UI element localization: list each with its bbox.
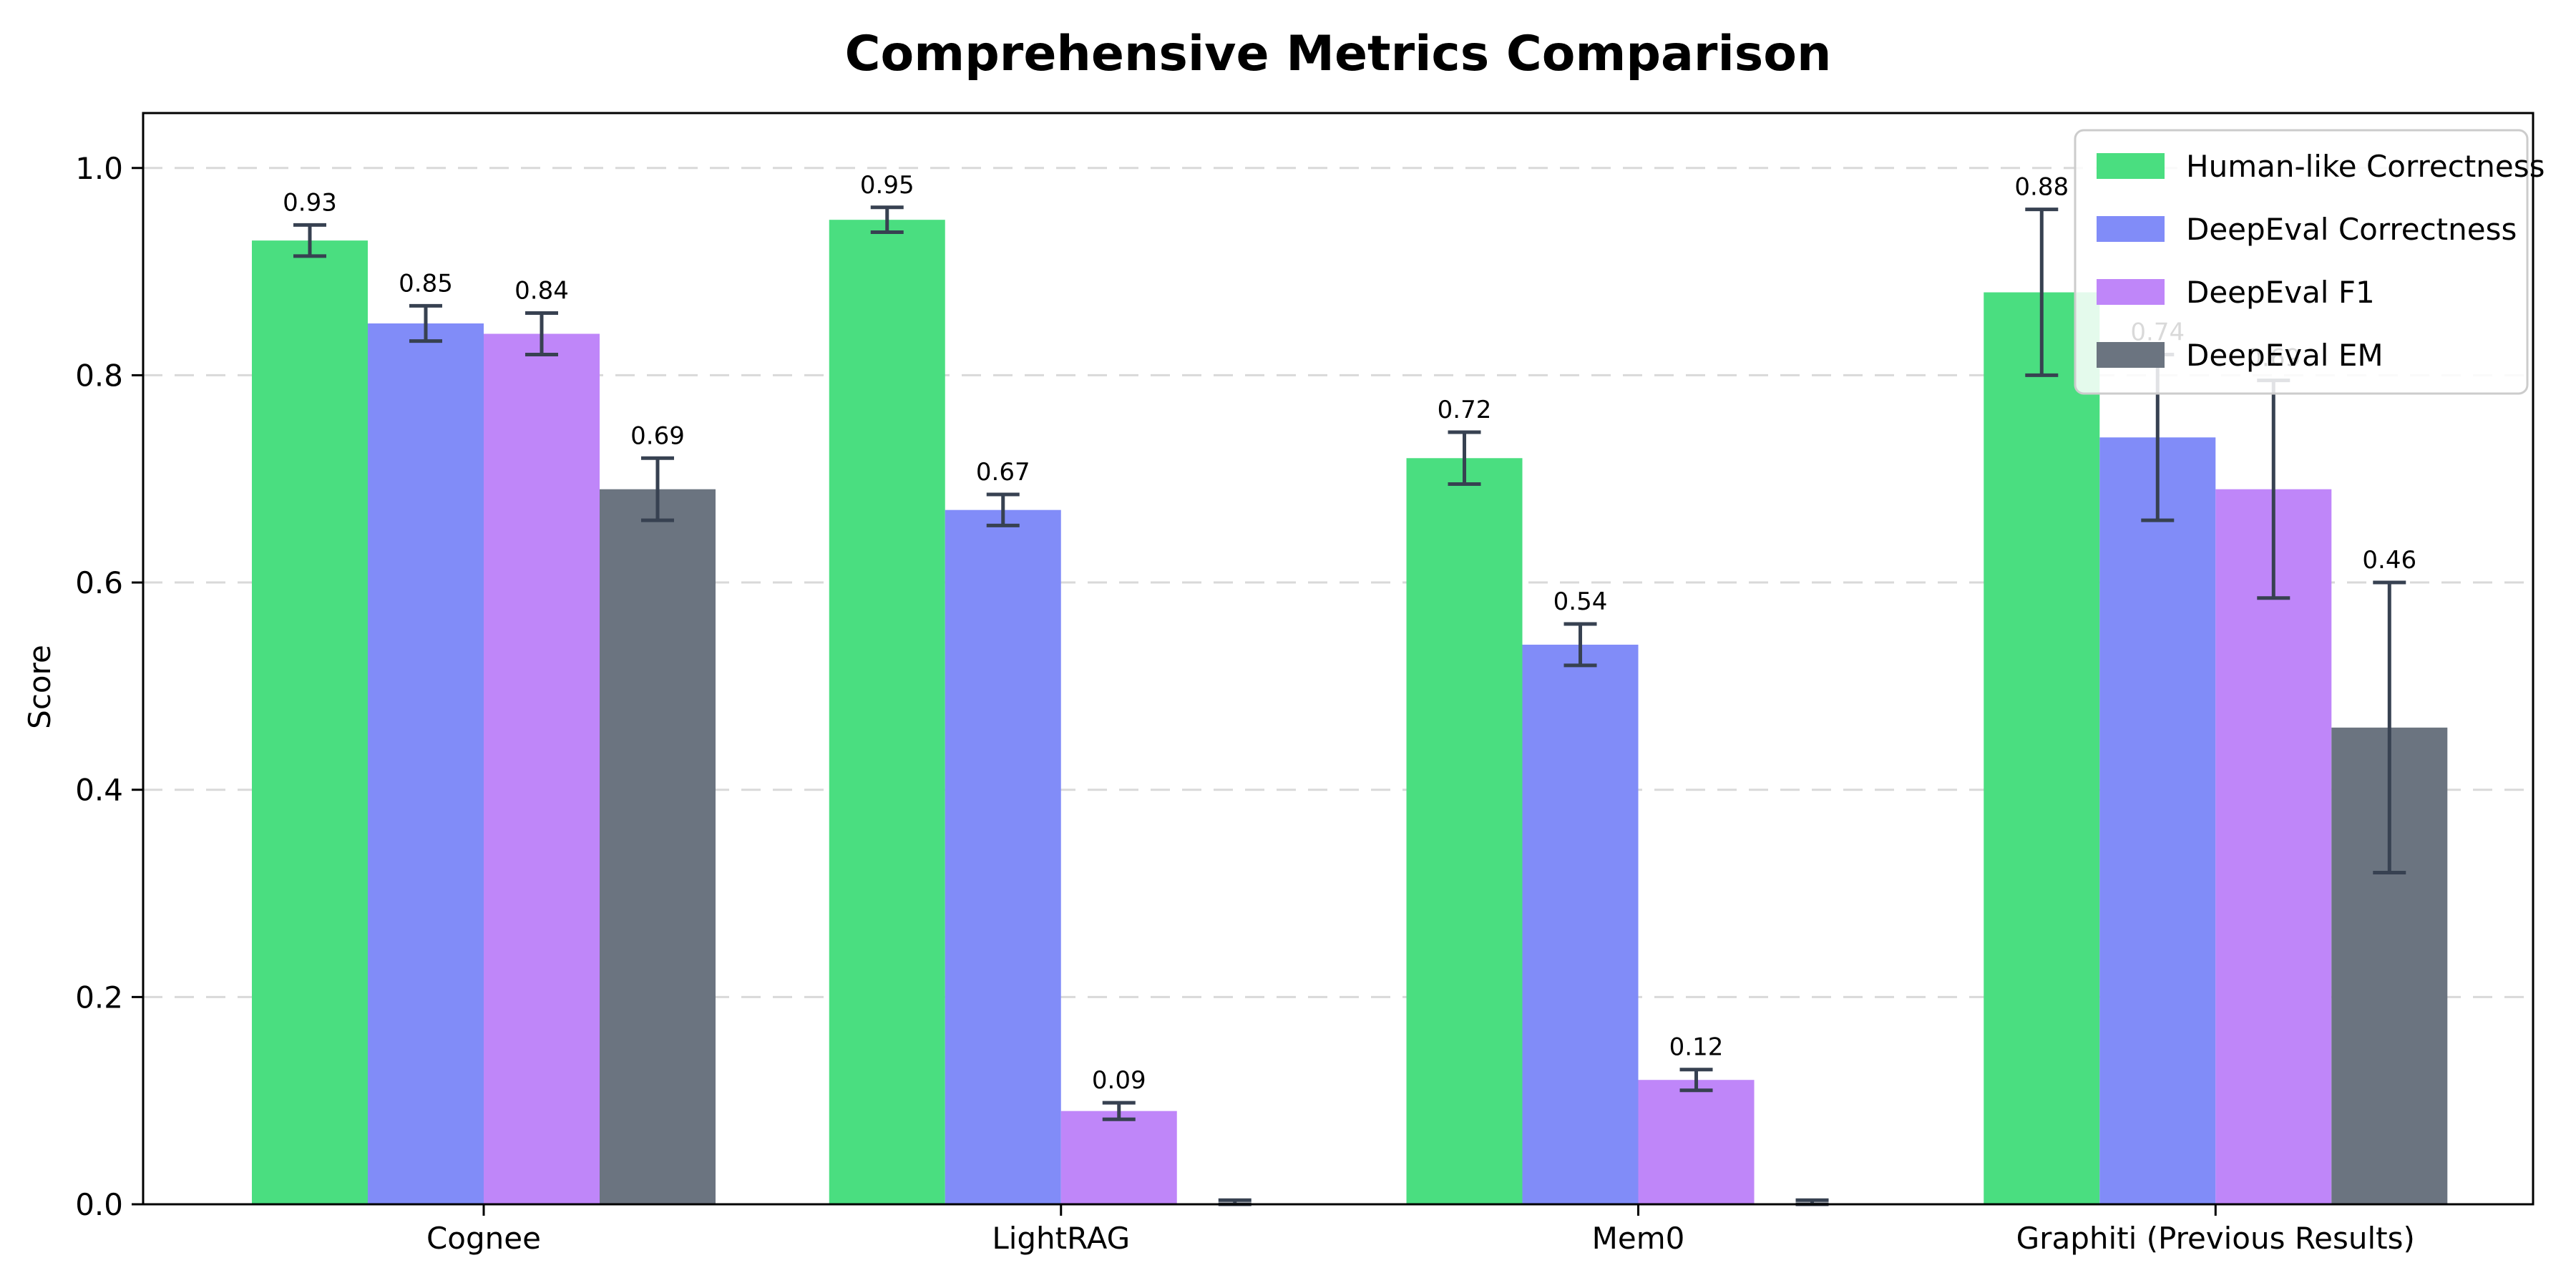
bar	[1060, 1111, 1177, 1204]
legend: Human-like Correctness DeepEval Correctne…	[2074, 129, 2545, 395]
bar	[483, 333, 600, 1204]
axis-layer: 0.0 0.2 0.4 0.6 0.8 1.0 Cognee LightRAG Mem0 Grap…	[75, 112, 2534, 1256]
legend-swatch	[2097, 153, 2165, 179]
y-tick-label: 0.4	[75, 773, 123, 808]
value-label: 0.54	[1553, 587, 1608, 616]
value-label: 0.12	[1669, 1033, 1724, 1062]
bar	[367, 323, 484, 1204]
plot-border	[142, 112, 2534, 1206]
bar	[2099, 437, 2216, 1205]
bar	[829, 220, 945, 1204]
bar	[1406, 458, 1523, 1205]
value-label: 0.72	[1438, 396, 1492, 424]
legend-swatch	[2097, 279, 2165, 305]
x-tick-label: LightRAG	[992, 1221, 1130, 1256]
bar	[1522, 644, 1639, 1204]
x-tick-label: Cognee	[426, 1221, 541, 1256]
value-label: 0.84	[514, 277, 569, 306]
bar	[1984, 292, 2100, 1205]
bar	[251, 240, 368, 1204]
value-label: 0.93	[283, 188, 337, 217]
y-tick-label: 0.8	[75, 358, 123, 393]
legend-item-label: Human-like Correctness	[2186, 149, 2545, 184]
value-label: 0.46	[2362, 546, 2416, 575]
y-tick-label: 0.2	[75, 980, 123, 1015]
bar	[2215, 489, 2332, 1204]
legend-item-label: DeepEval EM	[2186, 338, 2384, 373]
value-label: 0.95	[860, 171, 914, 200]
y-tick-label: 0.0	[75, 1187, 123, 1222]
bar-layer	[251, 220, 2448, 1205]
legend-swatch	[2097, 342, 2165, 368]
x-tick-label: Graphiti (Previous Results)	[2016, 1221, 2415, 1256]
bar	[945, 509, 1061, 1204]
x-tick-label: Mem0	[1592, 1221, 1685, 1256]
legend-box	[2074, 129, 2529, 395]
value-label: 0.85	[399, 269, 453, 298]
legend-item-label: DeepEval Correctness	[2186, 212, 2517, 247]
value-label: 0.09	[1092, 1066, 1146, 1095]
bar	[1638, 1080, 1755, 1204]
legend-swatch	[2097, 216, 2165, 242]
y-tick-label: 0.6	[75, 565, 123, 600]
y-axis-label: Score	[22, 645, 57, 729]
bar	[599, 489, 716, 1204]
value-label: 0.67	[976, 458, 1030, 487]
value-label: 0.88	[2014, 173, 2069, 202]
value-label: 0.69	[630, 421, 685, 450]
legend-item-label: DeepEval F1	[2186, 275, 2375, 310]
y-tick-label: 1.0	[75, 151, 123, 186]
chart-title: Comprehensive Metrics Comparison	[845, 26, 1832, 82]
label-layer: 0.930.950.720.880.850.670.540.740.840.09…	[283, 171, 2416, 1095]
